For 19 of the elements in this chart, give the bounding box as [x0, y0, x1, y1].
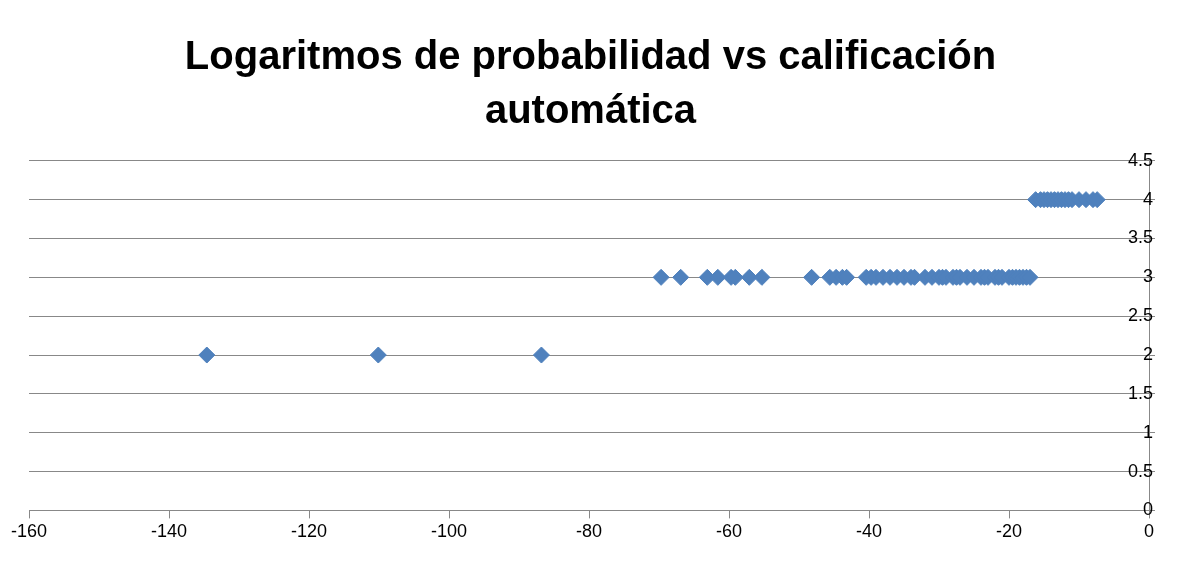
x-tick-label: -100: [430, 521, 468, 542]
x-tick-label: -80: [576, 521, 603, 542]
y-tick-label: 2.5: [1127, 305, 1153, 326]
y-tick-label: 1.5: [1127, 382, 1153, 403]
y-tick-label: 4: [1142, 188, 1153, 209]
y-tick-label: 4.5: [1127, 149, 1153, 170]
y-tick-label: 3: [1142, 266, 1153, 287]
x-tick-label: -60: [716, 521, 743, 542]
y-tick-label: 0: [1142, 499, 1153, 520]
chart-title: Logaritmos de probabilidad vs calificación automática: [183, 32, 998, 133]
x-tick-label: -120: [290, 521, 328, 542]
y-tick-label: 0.5: [1127, 460, 1153, 481]
y-tick-label: 3.5: [1127, 227, 1153, 248]
x-tick-label: -20: [995, 521, 1023, 542]
y-tick-label: 1: [1142, 421, 1153, 442]
x-tick-label: -160: [11, 521, 48, 542]
x-tick-label: -40: [856, 521, 883, 542]
y-tick-label: 2: [1142, 343, 1153, 364]
x-tick-label: -140: [151, 521, 188, 542]
